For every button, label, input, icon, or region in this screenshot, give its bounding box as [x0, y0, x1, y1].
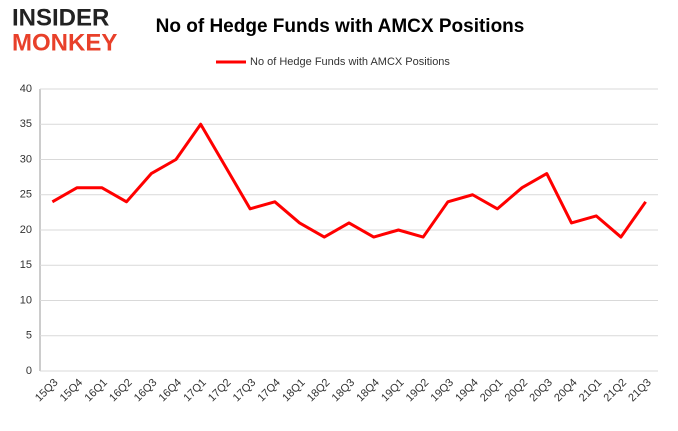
y-tick-label: 15: [20, 259, 32, 271]
y-tick-label: 40: [20, 83, 32, 95]
y-tick-label: 30: [20, 153, 32, 165]
logo-line1: INSIDER: [12, 4, 109, 31]
logo-line2: MONKEY: [12, 29, 117, 56]
y-tick-label: 5: [26, 330, 32, 342]
chart-title: No of Hedge Funds with AMCX Positions: [156, 16, 525, 37]
y-tick-label: 35: [20, 118, 32, 130]
y-tick-label: 0: [26, 365, 32, 377]
y-tick-label: 25: [20, 189, 32, 201]
y-tick-label: 20: [20, 224, 32, 236]
legend-label: No of Hedge Funds with AMCX Positions: [250, 56, 450, 68]
y-tick-label: 10: [20, 294, 32, 306]
data-line: [51, 122, 647, 239]
